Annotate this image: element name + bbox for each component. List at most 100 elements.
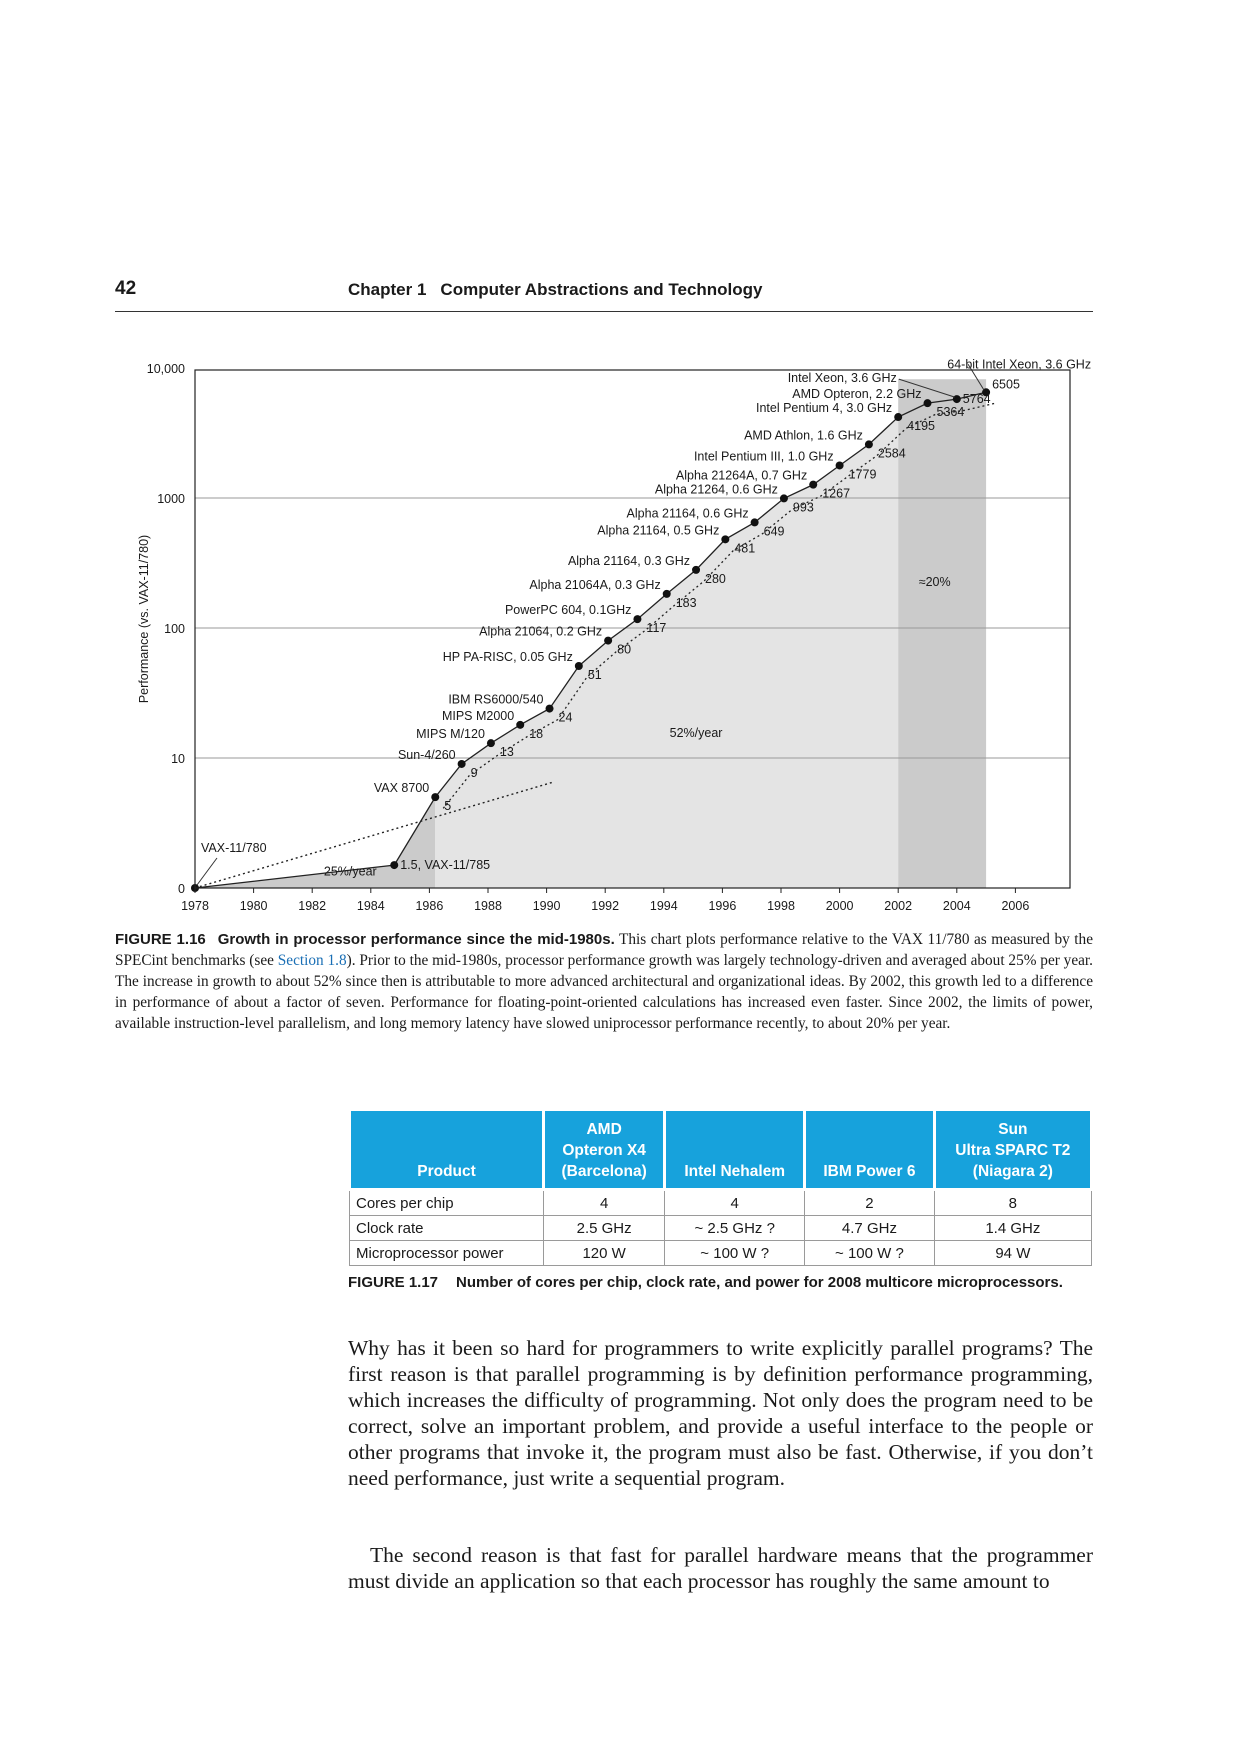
table-cell: 8 <box>933 1188 1093 1216</box>
point-value-label: 1.5, VAX-11/785 <box>400 858 490 872</box>
column-header-line: Sun <box>998 1121 1028 1138</box>
point-value-label: 1267 <box>822 487 850 501</box>
point-value-label: 24 <box>559 711 573 725</box>
data-point <box>952 395 961 404</box>
column-header: Sun Ultra SPARC T2 (Niagara 2) <box>932 1108 1094 1191</box>
data-point <box>516 720 525 729</box>
row-header-cell: Clock rate <box>348 1215 545 1241</box>
region-20pct <box>898 379 987 888</box>
data-point <box>604 636 613 645</box>
header-rule <box>115 311 1093 312</box>
x-tick-label: 1994 <box>650 899 678 913</box>
chart-annotation: 52%/year <box>670 726 723 740</box>
data-point <box>486 739 495 748</box>
point-value-label: 649 <box>764 524 785 538</box>
plot-frame <box>194 369 1071 889</box>
data-point <box>662 589 671 598</box>
table-body: Cores per chip 4 4 2 8 Clock rate 2.5 GHz ~ 2.5… <box>348 1188 1093 1266</box>
table-cell: 94 W <box>933 1240 1093 1266</box>
column-header-line: IBM Power 6 <box>823 1163 916 1180</box>
point-name-label: 64-bit Intel Xeon, 3.6 GHz <box>947 357 1091 371</box>
table-header-row: Product AMD Opteron X4 (Barcelona) Intel Neh… <box>347 1108 1094 1191</box>
chapter-title: Computer Abstractions and Technology <box>440 280 763 299</box>
region-52pct <box>435 417 899 888</box>
chart-annotation: ≈20% <box>919 575 951 589</box>
table-cell: 4.7 GHz <box>804 1215 935 1241</box>
point-name-label: MIPS M/120 <box>416 727 485 741</box>
column-header-line: (Niagara 2) <box>972 1163 1053 1180</box>
table-cell: 4 <box>664 1188 806 1216</box>
point-name-label: Alpha 21264, 0.6 GHz <box>655 482 778 496</box>
figure-title: Growth in processor performance since th… <box>217 931 615 948</box>
body-paragraph-2: The second reason is that fast for paral… <box>348 1542 1093 1594</box>
data-point <box>574 662 583 671</box>
point-value-label: 1779 <box>849 467 877 481</box>
chapter-label: Chapter 1 <box>348 280 427 299</box>
multicore-table: Product AMD Opteron X4 (Barcelona) Intel Neh… <box>347 1108 1094 1266</box>
x-tick-label: 2004 <box>943 899 971 913</box>
point-value-label: 80 <box>617 643 631 657</box>
column-header-line: AMD <box>586 1121 622 1138</box>
data-point <box>809 480 818 489</box>
body-paragraph-1: Why has it been so hard for programmers … <box>348 1336 1093 1490</box>
point-value-label: 4195 <box>907 419 935 433</box>
point-name-label: Intel Pentium III, 1.0 GHz <box>694 449 834 463</box>
point-name-label: MIPS M2000 <box>442 709 514 723</box>
y-tick-label: 1000 <box>157 492 185 506</box>
table-cell: 1.4 GHz <box>933 1215 1093 1241</box>
column-header-line: Product <box>417 1163 476 1180</box>
x-tick-label: 2006 <box>1001 899 1029 913</box>
table-cell: ~ 100 W ? <box>664 1240 806 1266</box>
chart-labels: VAX-11/780 1.5, VAX-11/785 VAX 8700 5 Sun-4/… <box>196 357 1091 886</box>
column-header: Product <box>347 1108 546 1191</box>
figure-label: FIGURE 1.17 <box>348 1274 439 1291</box>
figure-label: FIGURE 1.16 <box>115 931 206 948</box>
point-name-label: IBM RS6000/540 <box>448 693 543 707</box>
point-name-label: PowerPC 604, 0.1GHz <box>505 603 631 617</box>
point-name-label: Alpha 21164, 0.5 GHz <box>597 523 719 537</box>
point-name-label: Alpha 21064, 0.2 GHz <box>479 625 602 639</box>
x-tick-label: 1998 <box>767 899 795 913</box>
x-tick-label: 1988 <box>474 899 502 913</box>
section-link[interactable]: Section 1.8 <box>277 952 347 969</box>
column-header: IBM Power 6 <box>803 1108 936 1191</box>
column-header-line: Opteron X4 <box>562 1142 646 1159</box>
table-cell: 2.5 GHz <box>543 1215 666 1241</box>
x-tick-label: 1992 <box>591 899 619 913</box>
trend-25pct-line <box>194 781 553 889</box>
chart-annotation: 25%/year <box>324 864 377 878</box>
column-header-line: (Barcelona) <box>561 1163 647 1180</box>
region-25pct <box>195 797 436 888</box>
point-name-label: Alpha 21064A, 0.3 GHz <box>529 578 660 592</box>
point-value-label: 2584 <box>878 446 906 460</box>
point-value-label: 5764 <box>963 392 991 406</box>
point-name-label: Alpha 21164, 0.3 GHz <box>568 554 690 568</box>
x-tick-label: 1980 <box>240 899 268 913</box>
x-tick-label: 1990 <box>533 899 561 913</box>
x-tick-label: 1978 <box>181 899 209 913</box>
row-header-cell: Cores per chip <box>348 1188 545 1216</box>
data-point <box>835 461 844 470</box>
point-name-label: HP PA-RISC, 0.05 GHz <box>443 650 573 664</box>
point-value-label: 13 <box>500 745 514 759</box>
data-point <box>431 793 440 802</box>
table-cell: 120 W <box>543 1240 666 1266</box>
data-point <box>390 861 399 870</box>
point-name-label: AMD Athlon, 1.6 GHz <box>744 428 863 442</box>
point-name-label: VAX-11/780 <box>201 841 267 855</box>
chart-gridlines <box>195 497 1070 759</box>
point-value-label: 280 <box>705 572 726 586</box>
x-tick-label: 2002 <box>884 899 912 913</box>
point-value-label: 9 <box>471 766 478 780</box>
data-point <box>864 440 873 449</box>
point-value-label: 481 <box>734 541 755 555</box>
chart-axes: 0 10 100 1000 10,000 1978 1980 1982 1984 1986 1988… <box>137 362 1071 913</box>
point-value-label: 993 <box>793 500 814 514</box>
data-point <box>545 704 554 713</box>
table-row: Cores per chip 4 4 2 8 <box>348 1188 1093 1216</box>
figure-1-16-caption: FIGURE 1.16 Growth in processor performan… <box>115 929 1093 1034</box>
y-tick-label: 10,000 <box>147 362 185 376</box>
performance-chart: VAX-11/780 1.5, VAX-11/785 VAX 8700 5 Sun-4/… <box>137 357 1091 913</box>
data-point <box>457 759 466 768</box>
data-point <box>692 565 701 574</box>
